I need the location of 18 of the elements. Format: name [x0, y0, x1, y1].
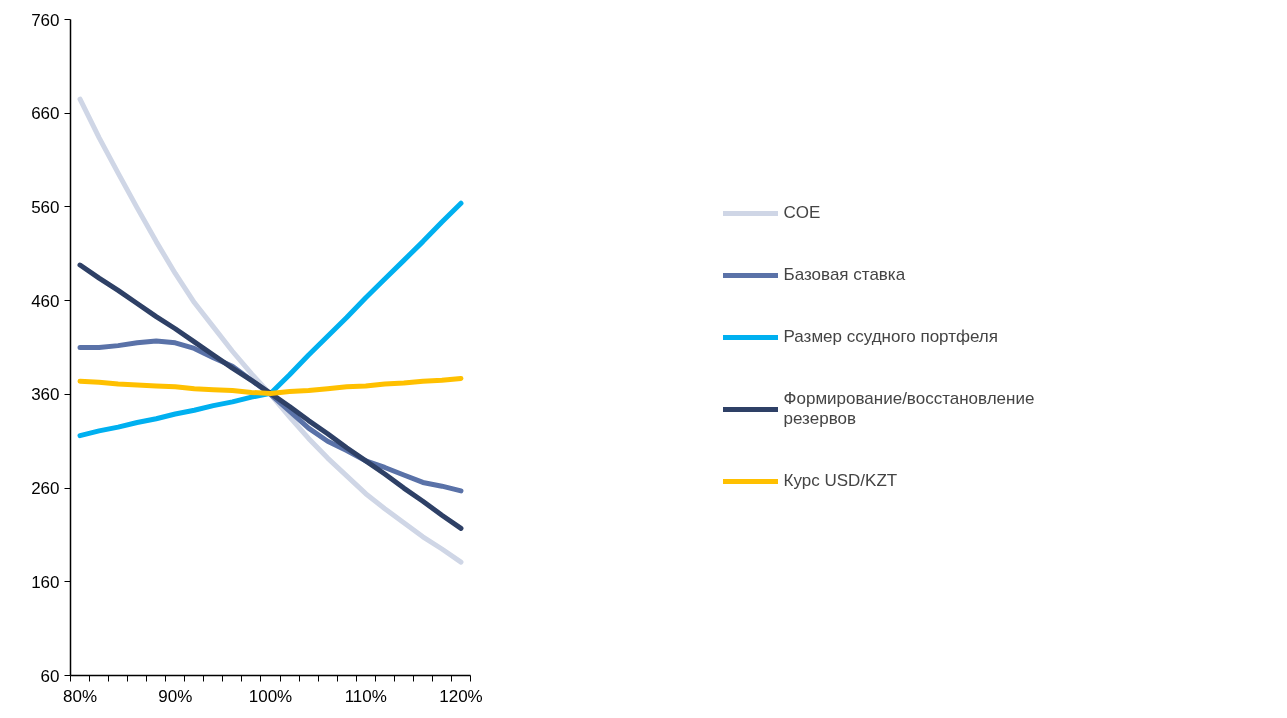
- legend-label: Курс USD/KZT: [783, 471, 898, 491]
- y-tick-label: 760: [31, 10, 60, 30]
- x-tick-label: 120%: [439, 686, 483, 706]
- y-tick-label: 360: [31, 385, 60, 405]
- y-tick-label: 160: [31, 572, 60, 592]
- y-tick-label: 660: [31, 104, 60, 124]
- x-tick-label: 100%: [248, 686, 293, 706]
- y-tick-label: 560: [31, 197, 60, 217]
- x-tick-label: 110%: [344, 686, 387, 706]
- legend-label: Формирование/восстановление резервов: [783, 389, 1035, 429]
- y-tick-label: 60: [40, 666, 60, 686]
- legend-label: Размер ссудного портфеля: [783, 327, 998, 347]
- legend-label: COE: [783, 203, 821, 223]
- legend-label: Базовая ставка: [783, 265, 906, 285]
- x-tick-label: 80%: [63, 686, 98, 706]
- y-tick-label: 460: [31, 291, 60, 311]
- x-tick-label: 90%: [158, 686, 193, 706]
- y-tick-label: 260: [31, 479, 60, 499]
